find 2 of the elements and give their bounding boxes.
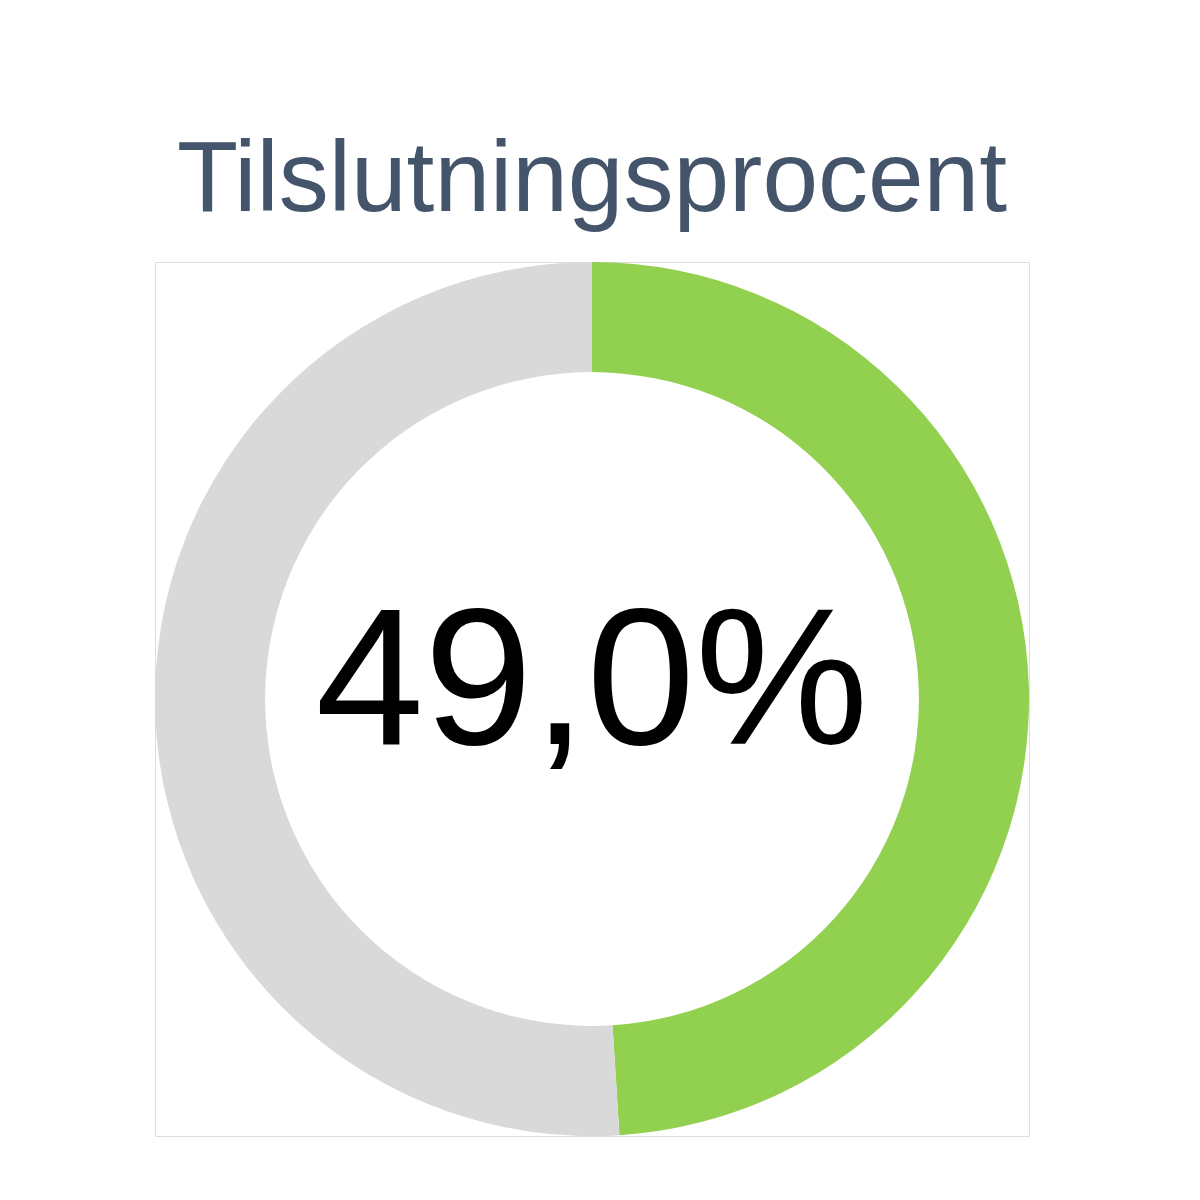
chart-title: Tilslutningsprocent <box>176 120 1008 232</box>
data-label: 49,0% <box>315 567 869 785</box>
